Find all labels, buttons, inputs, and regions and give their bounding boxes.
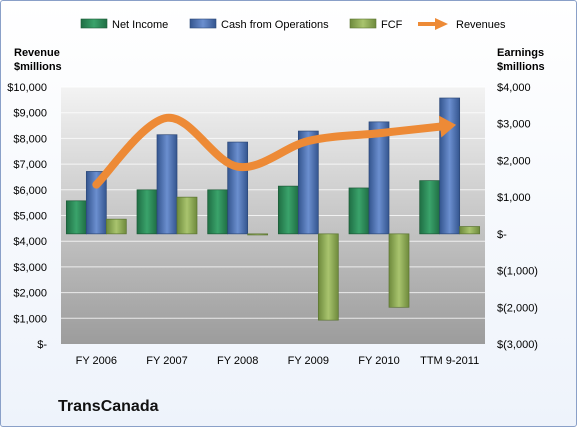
category-label: FY 2009	[288, 355, 329, 367]
fcf-bar	[459, 226, 481, 235]
revenue-line-layer	[92, 113, 457, 189]
legend-arrowhead-revenues	[435, 18, 448, 30]
right-tick-label: $(3,000)	[497, 339, 538, 351]
company-name: TransCanada	[58, 398, 159, 415]
right-tick-label: $(1,000)	[497, 266, 538, 278]
left-axis-title-line1: Revenue	[14, 47, 60, 59]
cash-from-operations-bar	[156, 134, 178, 235]
cash-from-operations-bar	[368, 121, 390, 235]
right-tick-label: $(2,000)	[497, 302, 538, 314]
right-tick-label: $2,000	[497, 155, 531, 167]
fcf-bar	[247, 233, 269, 236]
right-axis-title-line2: $millions	[497, 61, 545, 73]
fcf-bar	[176, 196, 198, 235]
legend-swatch-net-income	[80, 18, 108, 29]
right-axis-ticks: $(3,000) $(2,000) $(1,000) $- $1,000 $2,000 $3…	[497, 82, 538, 351]
legend-swatch-cash-from-operations	[189, 18, 217, 29]
revenue-arrowhead	[438, 115, 457, 138]
net-income-bar	[207, 189, 229, 235]
legend-label-net-income: Net Income	[112, 19, 168, 31]
cash-from-operations-bar	[297, 130, 319, 235]
legend-label-revenues: Revenues	[456, 19, 506, 31]
right-axis-title-line1: Earnings	[497, 47, 544, 59]
cash-from-operations-bar	[227, 141, 249, 235]
left-tick-label: $5,000	[13, 211, 47, 223]
right-tick-label: $1,000	[497, 192, 531, 204]
left-tick-label: $8,000	[13, 133, 47, 145]
revenue-line	[92, 113, 445, 189]
net-income-bar	[136, 189, 158, 235]
fcf-bar	[317, 233, 339, 321]
legend-label-cash-from-operations: Cash from Operations	[221, 19, 329, 31]
net-income-bar	[419, 180, 441, 235]
right-tick-label: $-	[497, 229, 507, 241]
left-axis-title-line2: $millions	[14, 61, 62, 73]
left-tick-label: $7,000	[13, 159, 47, 171]
right-tick-label: $3,000	[497, 119, 531, 131]
category-label: FY 2008	[217, 355, 258, 367]
category-label: FY 2006	[76, 355, 117, 367]
left-tick-label: $4,000	[13, 236, 47, 248]
left-tick-label: $1,000	[13, 313, 47, 325]
legend-label-fcf: FCF	[381, 19, 403, 31]
left-tick-label: $2,000	[13, 288, 47, 300]
right-tick-label: $4,000	[497, 82, 531, 94]
category-label: TTM 9-2011	[420, 355, 479, 367]
net-income-bar	[277, 185, 299, 235]
left-tick-label: $10,000	[7, 82, 47, 94]
net-income-bar	[348, 187, 370, 235]
category-label: FY 2010	[358, 355, 399, 367]
legend-swatch-fcf	[349, 18, 377, 29]
left-axis-ticks: $- $1,000 $2,000 $3,000 $4,000 $5,000 $6,000 $7…	[7, 82, 47, 351]
left-tick-label: $6,000	[13, 185, 47, 197]
fcf-bar	[388, 233, 410, 308]
cash-from-operations-bar	[85, 171, 107, 235]
category-label: FY 2007	[146, 355, 187, 367]
left-tick-label: $3,000	[13, 262, 47, 274]
fcf-bar	[105, 218, 127, 235]
legend: Net Income Cash from Operations FCF Reve…	[80, 18, 506, 31]
net-income-bar	[65, 200, 87, 235]
left-tick-label: $-	[37, 339, 47, 351]
category-labels: FY 2006 FY 2007 FY 2008 FY 2009 FY 2010 TTM 9…	[76, 355, 480, 367]
left-tick-label: $9,000	[13, 108, 47, 120]
